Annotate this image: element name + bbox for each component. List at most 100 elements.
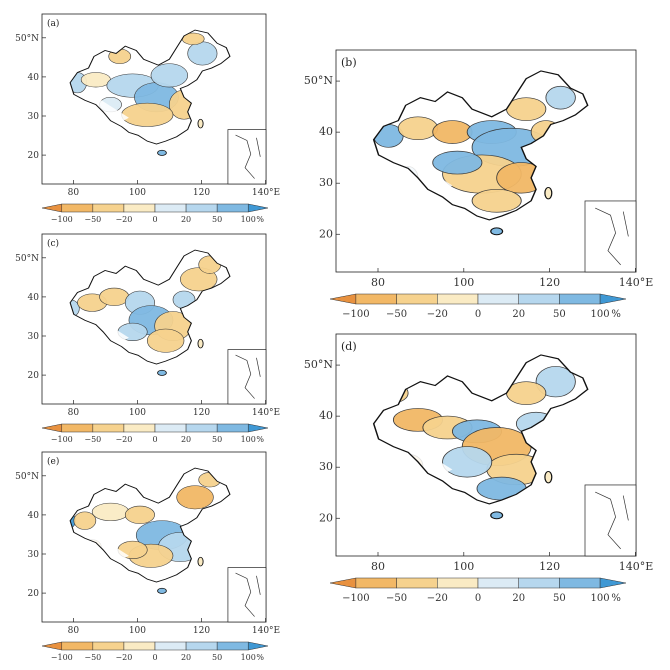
colorbar-level-label: −20 — [427, 309, 448, 320]
lon-tick-label: 80 — [371, 276, 385, 289]
anomaly-region — [187, 41, 218, 66]
lat-tick-label: 30 — [28, 112, 40, 122]
lon-tick-label: 120 — [193, 188, 210, 198]
colorbar-level-label: 100 — [241, 215, 256, 224]
colorbar-level-label: −100 — [342, 593, 369, 604]
lon-tick-label: 120 — [539, 560, 560, 573]
lat-tick-label: 40 — [28, 73, 40, 83]
panel-label: (b) — [341, 56, 357, 69]
anomaly-region — [146, 328, 185, 353]
colorbar-level-label: −50 — [84, 215, 101, 224]
colorbar-level-label: 20 — [512, 309, 525, 320]
panel-label: (d) — [341, 340, 357, 353]
anomaly-region — [432, 150, 483, 175]
lat-tick-label: 40 — [319, 409, 333, 422]
lon-tick-label: 140°E — [252, 408, 280, 418]
lon-tick-label: 100 — [129, 188, 146, 198]
anomaly-region — [91, 502, 130, 521]
lon-tick-label: 140°E — [252, 626, 280, 636]
lat-tick-label: 30 — [319, 176, 333, 189]
colorbar-level-label: −20 — [115, 653, 132, 662]
colorbar-level-label: −100 — [51, 435, 73, 444]
colorbar-level-label: 20 — [181, 435, 191, 444]
anomaly-region — [397, 116, 439, 141]
lon-tick-label: 100 — [453, 560, 474, 573]
lat-tick-label: 50°N — [15, 472, 39, 482]
colorbar-level-label: 100 — [241, 435, 256, 444]
colorbar: −100 −50 −20 0 20 50 100% — [41, 203, 269, 224]
lat-tick-label: 50°N — [304, 74, 333, 87]
map-panel-b: (b) 50°N 40 30 20 80 100 120 140°E −100 −50 −20 0 20 5… — [296, 46, 656, 326]
colorbar-level-label: 20 — [181, 653, 191, 662]
lon-tick-label: 80 — [68, 188, 80, 198]
lon-tick-label: 100 — [129, 408, 146, 418]
colorbar-level-label: 0 — [152, 215, 157, 224]
colorbar-level-label: −20 — [115, 215, 132, 224]
china-map-c — [69, 249, 231, 376]
colorbar-level-label: 50 — [212, 215, 222, 224]
colorbar: −100 −50 −20 0 20 50 100% — [329, 577, 627, 604]
map-panel-c: (c) 50°N 40 30 20 80 100 120 140°E −100 −50 −20 0 20 5… — [14, 228, 280, 452]
colorbar-level-label: −50 — [386, 593, 407, 604]
colorbar-level-label: 0 — [475, 593, 481, 604]
lat-tick-label: 40 — [28, 511, 40, 521]
colorbar-level-label: −50 — [84, 653, 101, 662]
lon-tick-label: 120 — [193, 408, 210, 418]
colorbar-level-label: 100 — [591, 309, 610, 320]
lon-tick-label: 100 — [129, 626, 146, 636]
lat-tick-label: 50°N — [304, 358, 333, 371]
lat-tick-label: 30 — [28, 550, 40, 560]
lat-tick-label: 30 — [319, 460, 333, 473]
map-svg-d: (d) 50°N 40 30 20 80 100 120 140°E −100 −50 −20 0 20 5… — [304, 333, 653, 604]
colorbar-level-label: 20 — [512, 593, 525, 604]
lat-tick-label: 20 — [28, 589, 40, 599]
colorbar-unit-label: % — [611, 309, 621, 320]
colorbar-level-label: −100 — [342, 309, 369, 320]
lat-tick-label: 40 — [28, 293, 40, 303]
lat-tick-label: 30 — [28, 332, 40, 342]
anomaly-region — [150, 63, 189, 88]
colorbar-level-label: 20 — [181, 215, 191, 224]
anomaly-region — [176, 485, 214, 510]
panel-label: (e) — [47, 456, 59, 467]
anomaly-region — [70, 299, 80, 318]
colorbar-level-label: 100 — [241, 653, 256, 662]
map-panel-e: (e) 50°N 40 30 20 80 100 120 140°E −100 −50 −20 0 20 5… — [14, 446, 280, 670]
lat-tick-label: 20 — [319, 511, 333, 524]
colorbar-level-label: 0 — [152, 653, 157, 662]
colorbar-level-label: −20 — [427, 593, 448, 604]
south-china-sea-inset — [595, 207, 629, 266]
anomaly-region — [471, 188, 522, 213]
anomaly-region — [73, 511, 97, 530]
lat-tick-label: 40 — [319, 125, 333, 138]
lon-tick-label: 120 — [539, 276, 560, 289]
lat-tick-label: 20 — [319, 227, 333, 240]
colorbar-unit-label: % — [256, 215, 264, 224]
colorbar-level-label: 50 — [212, 435, 222, 444]
lon-tick-label: 100 — [453, 276, 474, 289]
south-china-sea-inset — [595, 491, 629, 550]
lat-tick-label: 20 — [28, 371, 40, 381]
map-svg-a: (a) 50°N 40 30 20 80 100 120 140°E −100 −50 −20 0 20 5… — [15, 13, 280, 224]
colorbar-level-label: −100 — [51, 653, 73, 662]
colorbar-level-label: 50 — [553, 309, 566, 320]
anomaly-region — [121, 102, 174, 127]
map-svg-b: (b) 50°N 40 30 20 80 100 120 140°E −100 −50 −20 0 20 5… — [304, 49, 653, 320]
colorbar-level-label: 0 — [475, 309, 481, 320]
colorbar: −100 −50 −20 0 20 50 100% — [41, 423, 269, 444]
colorbar-level-label: 50 — [212, 653, 222, 662]
lon-tick-label: 80 — [68, 626, 80, 636]
map-panel-d: (d) 50°N 40 30 20 80 100 120 140°E −100 −50 −20 0 20 5… — [296, 330, 656, 610]
colorbar-unit-label: % — [256, 435, 264, 444]
panel-label: (c) — [47, 238, 59, 249]
anomaly-region — [535, 366, 576, 398]
map-panel-a: (a) 50°N 40 30 20 80 100 120 140°E −100 −50 −20 0 20 5… — [14, 8, 280, 232]
anomaly-region — [99, 287, 130, 306]
lat-tick-label: 20 — [28, 151, 40, 161]
anomaly-region — [80, 72, 111, 88]
anomaly-region — [545, 85, 576, 110]
lon-tick-label: 140°E — [252, 188, 280, 198]
lon-tick-label: 80 — [371, 560, 385, 573]
colorbar: −100 −50 −20 0 20 50 100% — [41, 641, 269, 662]
colorbar-level-label: −50 — [84, 435, 101, 444]
